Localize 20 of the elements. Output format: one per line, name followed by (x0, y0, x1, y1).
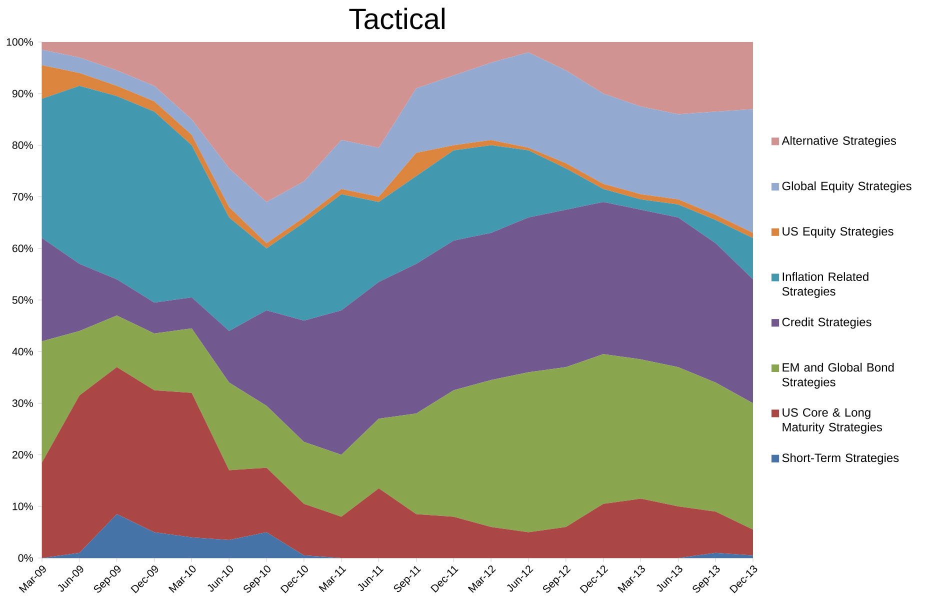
y-tick-label: 0% (18, 554, 33, 562)
chart-title: Tactical (349, 8, 444, 30)
legend-label: US Core & Long Maturity Strategies (782, 408, 882, 434)
y-tick-label: 40% (12, 348, 33, 356)
y-tick-label: 80% (12, 141, 33, 149)
legend-label: Credit Strategies (782, 317, 872, 329)
y-tick-label: 100% (6, 38, 33, 46)
legend-label: Inflation Related Strategies (782, 272, 868, 298)
legend-label: EM and Global Bond Strategies (782, 362, 894, 389)
y-tick-label: 20% (12, 451, 33, 459)
legend-label: Alternative Strategies (782, 136, 896, 148)
y-tick-label: 90% (12, 90, 33, 98)
y-tick-label: 70% (12, 193, 33, 201)
legend-label: US Equity Strategies (782, 226, 894, 238)
y-tick-label: 30% (12, 399, 33, 407)
legend-label: Short-Term Strategies (782, 453, 899, 464)
y-tick-label: 50% (12, 296, 33, 304)
legend-label: Global Equity Strategies (782, 181, 912, 193)
y-tick-label: 60% (12, 244, 33, 252)
y-tick-label: 10% (12, 502, 33, 510)
